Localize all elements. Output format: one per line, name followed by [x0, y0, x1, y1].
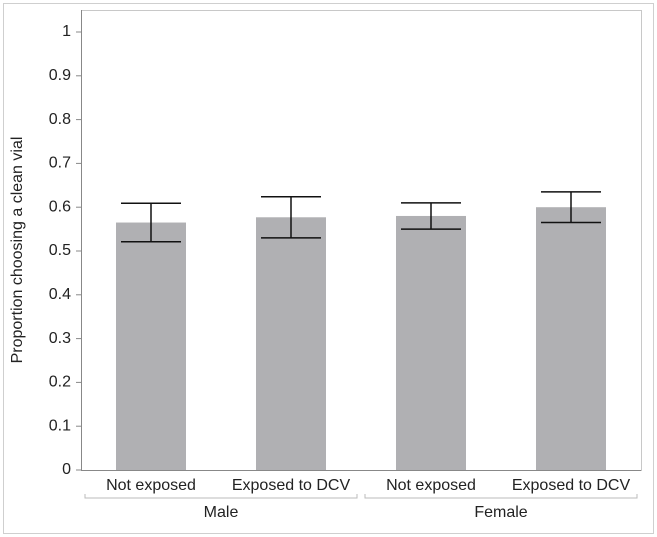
bar	[116, 222, 186, 470]
bar	[256, 217, 326, 470]
y-tick-label: 0.7	[49, 155, 71, 172]
group-label: Female	[474, 504, 527, 521]
bar	[536, 207, 606, 470]
group-bracket	[364, 494, 638, 499]
y-tick-label: 0.6	[49, 198, 71, 215]
error-bar	[541, 191, 601, 224]
y-tick-label: 0.5	[49, 242, 71, 259]
error-bar	[121, 202, 181, 243]
y-tick-label: 0.1	[49, 417, 71, 434]
x-tick-label: Not exposed	[386, 477, 476, 494]
y-tick-label: 1	[62, 23, 71, 40]
y-tick-label: 0.2	[49, 374, 71, 391]
y-axis-label: Proportion choosing a clean vial	[9, 137, 26, 364]
error-bar	[261, 195, 321, 239]
y-tick-label: 0	[62, 461, 71, 478]
group-label: Male	[204, 504, 239, 521]
y-tick-label: 0.9	[49, 67, 71, 84]
x-tick-label: Exposed to DCV	[512, 477, 631, 494]
x-tick-label: Exposed to DCV	[232, 477, 351, 494]
y-tick-label: 0.8	[49, 111, 71, 128]
group-bracket	[84, 494, 358, 499]
error-bar	[401, 202, 461, 230]
x-tick-label: Not exposed	[106, 477, 196, 494]
y-tick-label: 0.3	[49, 330, 71, 347]
outer-frame	[3, 3, 654, 534]
y-tick-label: 0.4	[49, 286, 71, 303]
bar	[396, 215, 466, 470]
